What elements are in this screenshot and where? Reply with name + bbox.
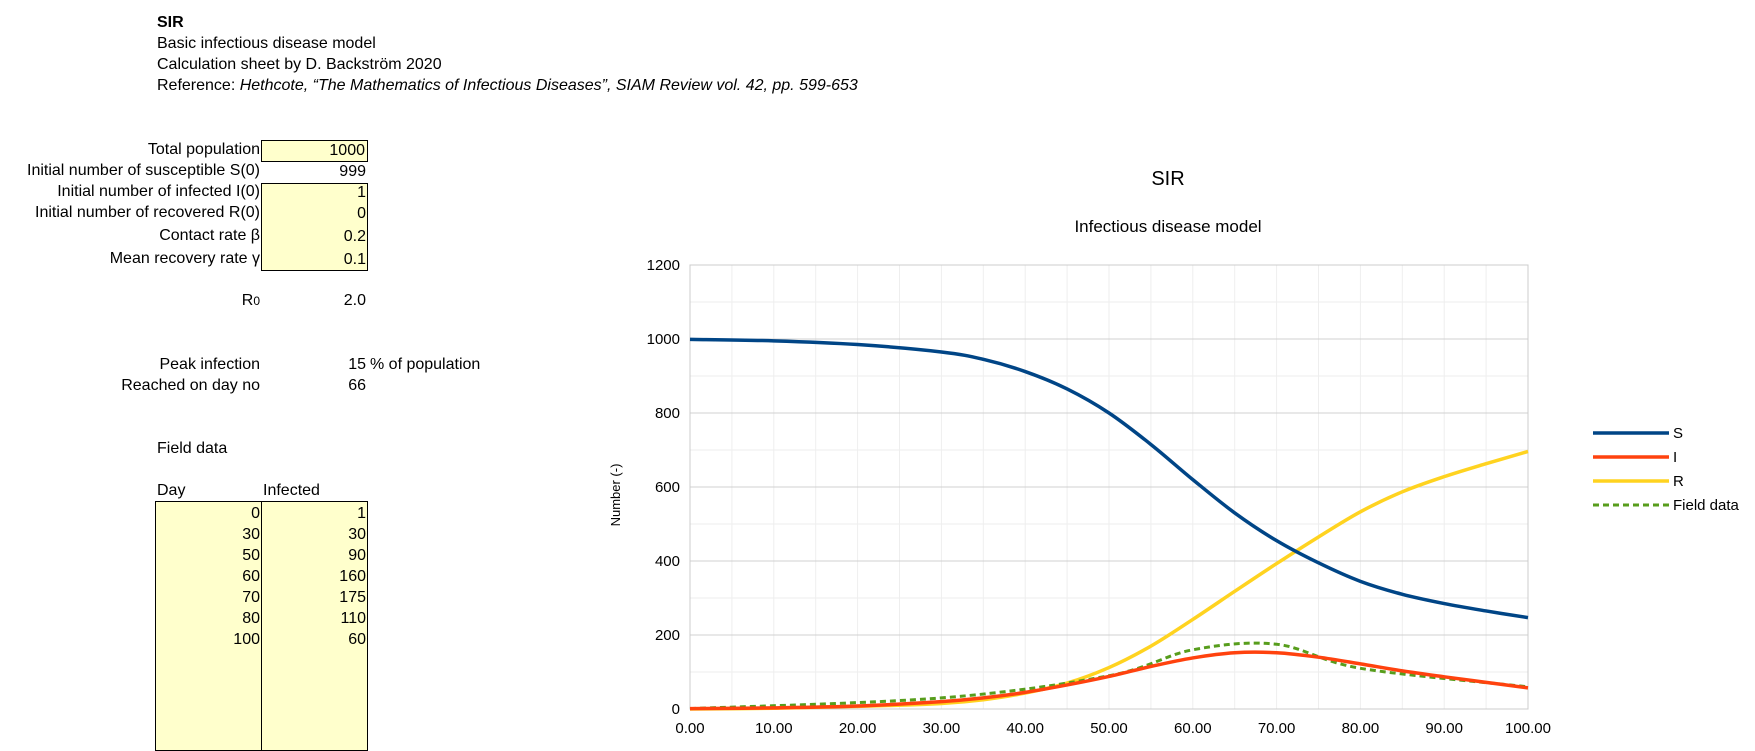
chart-y-axis-label: Number (-) — [608, 464, 623, 527]
chart-x-tick-label: 80.00 — [1342, 720, 1380, 737]
r0-label-main: R — [241, 292, 254, 309]
chart-x-tick-label: 50.00 — [1090, 720, 1128, 737]
sheet-author: Calculation sheet by D. Backström 2020 — [157, 56, 442, 73]
field-data-infected-cell[interactable]: 90 — [348, 547, 366, 564]
chart-plot-area — [689, 264, 1529, 710]
param-recovered-cell[interactable]: 0 — [357, 205, 366, 222]
chart-x-tick-label: 100.00 — [1505, 720, 1551, 737]
chart-x-tick-label: 60.00 — [1174, 720, 1212, 737]
peak-day-value: 66 — [348, 377, 366, 394]
param-susceptible-value: 999 — [339, 163, 366, 180]
chart-x-tick-label: 40.00 — [1006, 720, 1044, 737]
field-data-day-cell[interactable]: 70 — [242, 589, 260, 606]
reference-citation: Hethcote, “The Mathematics of Infectious… — [239, 77, 858, 94]
field-data-col-infected: Infected — [263, 482, 320, 499]
param-total-population-cell[interactable]: 1000 — [261, 140, 368, 162]
param-label-recovered: Initial number of recovered R(0) — [35, 204, 260, 221]
param-label-total-population: Total population — [147, 141, 260, 158]
field-data-infected-cell[interactable]: 30 — [348, 526, 366, 543]
field-data-infected-cell[interactable]: 110 — [340, 610, 366, 627]
field-data-day-cell[interactable]: 50 — [242, 547, 260, 564]
chart-y-tick-label: 600 — [655, 479, 680, 496]
legend-label-field-data: Field data — [1673, 497, 1740, 514]
param-input-block — [261, 183, 368, 271]
chart-x-tick-label: 90.00 — [1425, 720, 1463, 737]
field-data-day-cell[interactable]: 100 — [233, 631, 260, 648]
legend-label-r: R — [1673, 473, 1684, 490]
chart-series-line-i — [689, 650, 1529, 711]
param-label-infected: Initial number of infected I(0) — [57, 183, 260, 200]
field-data-day-cell[interactable]: 0 — [251, 505, 260, 522]
chart-x-tick-label: 70.00 — [1258, 720, 1296, 737]
r0-value: 2.0 — [343, 292, 366, 309]
field-data-title: Field data — [157, 440, 228, 457]
field-data-infected-cell[interactable]: 175 — [339, 589, 366, 606]
peak-infection-unit: % of population — [370, 356, 481, 373]
chart-y-tick-label: 1200 — [647, 257, 680, 274]
chart-x-tick-label: 0.00 — [675, 720, 704, 737]
chart-y-tick-label: 200 — [655, 627, 680, 644]
chart-x-tick-label: 30.00 — [923, 720, 961, 737]
chart-x-tick-label: 20.00 — [839, 720, 877, 737]
r0-label: R0 — [0, 292, 260, 310]
chart-y-tick-label: 400 — [655, 553, 680, 570]
field-data-day-cell[interactable]: 80 — [242, 610, 260, 627]
peak-infection-label: Peak infection — [159, 356, 260, 373]
sheet-title: SIR — [157, 14, 184, 31]
field-data-infected-cell[interactable]: 160 — [339, 568, 366, 585]
peak-day-label: Reached on day no — [121, 377, 260, 394]
chart-series-line-s — [689, 337, 1529, 620]
chart-series-line-field-data — [689, 641, 1529, 711]
param-label-recovery-rate: Mean recovery rate γ — [109, 250, 260, 267]
param-infected-cell[interactable]: 1 — [357, 184, 366, 201]
sheet-subtitle: Basic infectious disease model — [157, 35, 376, 52]
chart-title: SIR — [1151, 168, 1184, 190]
chart-x-tick-label: 10.00 — [755, 720, 793, 737]
peak-infection-value: 15 — [348, 356, 366, 373]
chart-y-tick-label: 0 — [672, 701, 680, 718]
legend-label-s: S — [1673, 425, 1683, 442]
legend-label-i: I — [1673, 449, 1677, 466]
field-data-day-cell[interactable]: 30 — [242, 526, 260, 543]
param-recovery-rate-cell[interactable]: 0.1 — [343, 251, 366, 268]
sheet-reference: Reference: Hethcote, “The Mathematics of… — [157, 77, 858, 95]
chart-y-tick-label: 1000 — [647, 331, 680, 348]
field-data-infected-column[interactable] — [261, 501, 368, 751]
field-data-infected-cell[interactable]: 60 — [348, 631, 366, 648]
param-label-susceptible: Initial number of susceptible S(0) — [27, 162, 260, 179]
param-contact-rate-cell[interactable]: 0.2 — [343, 228, 366, 245]
field-data-day-cell[interactable]: 60 — [242, 568, 260, 585]
field-data-infected-cell[interactable]: 1 — [357, 505, 366, 522]
reference-prefix: Reference: — [157, 77, 240, 94]
chart-subtitle: Infectious disease model — [1074, 217, 1261, 236]
field-data-col-day: Day — [157, 482, 186, 499]
param-label-contact-rate: Contact rate β — [159, 227, 260, 244]
chart-y-tick-label: 800 — [655, 405, 680, 422]
r0-label-sub: 0 — [253, 294, 260, 308]
